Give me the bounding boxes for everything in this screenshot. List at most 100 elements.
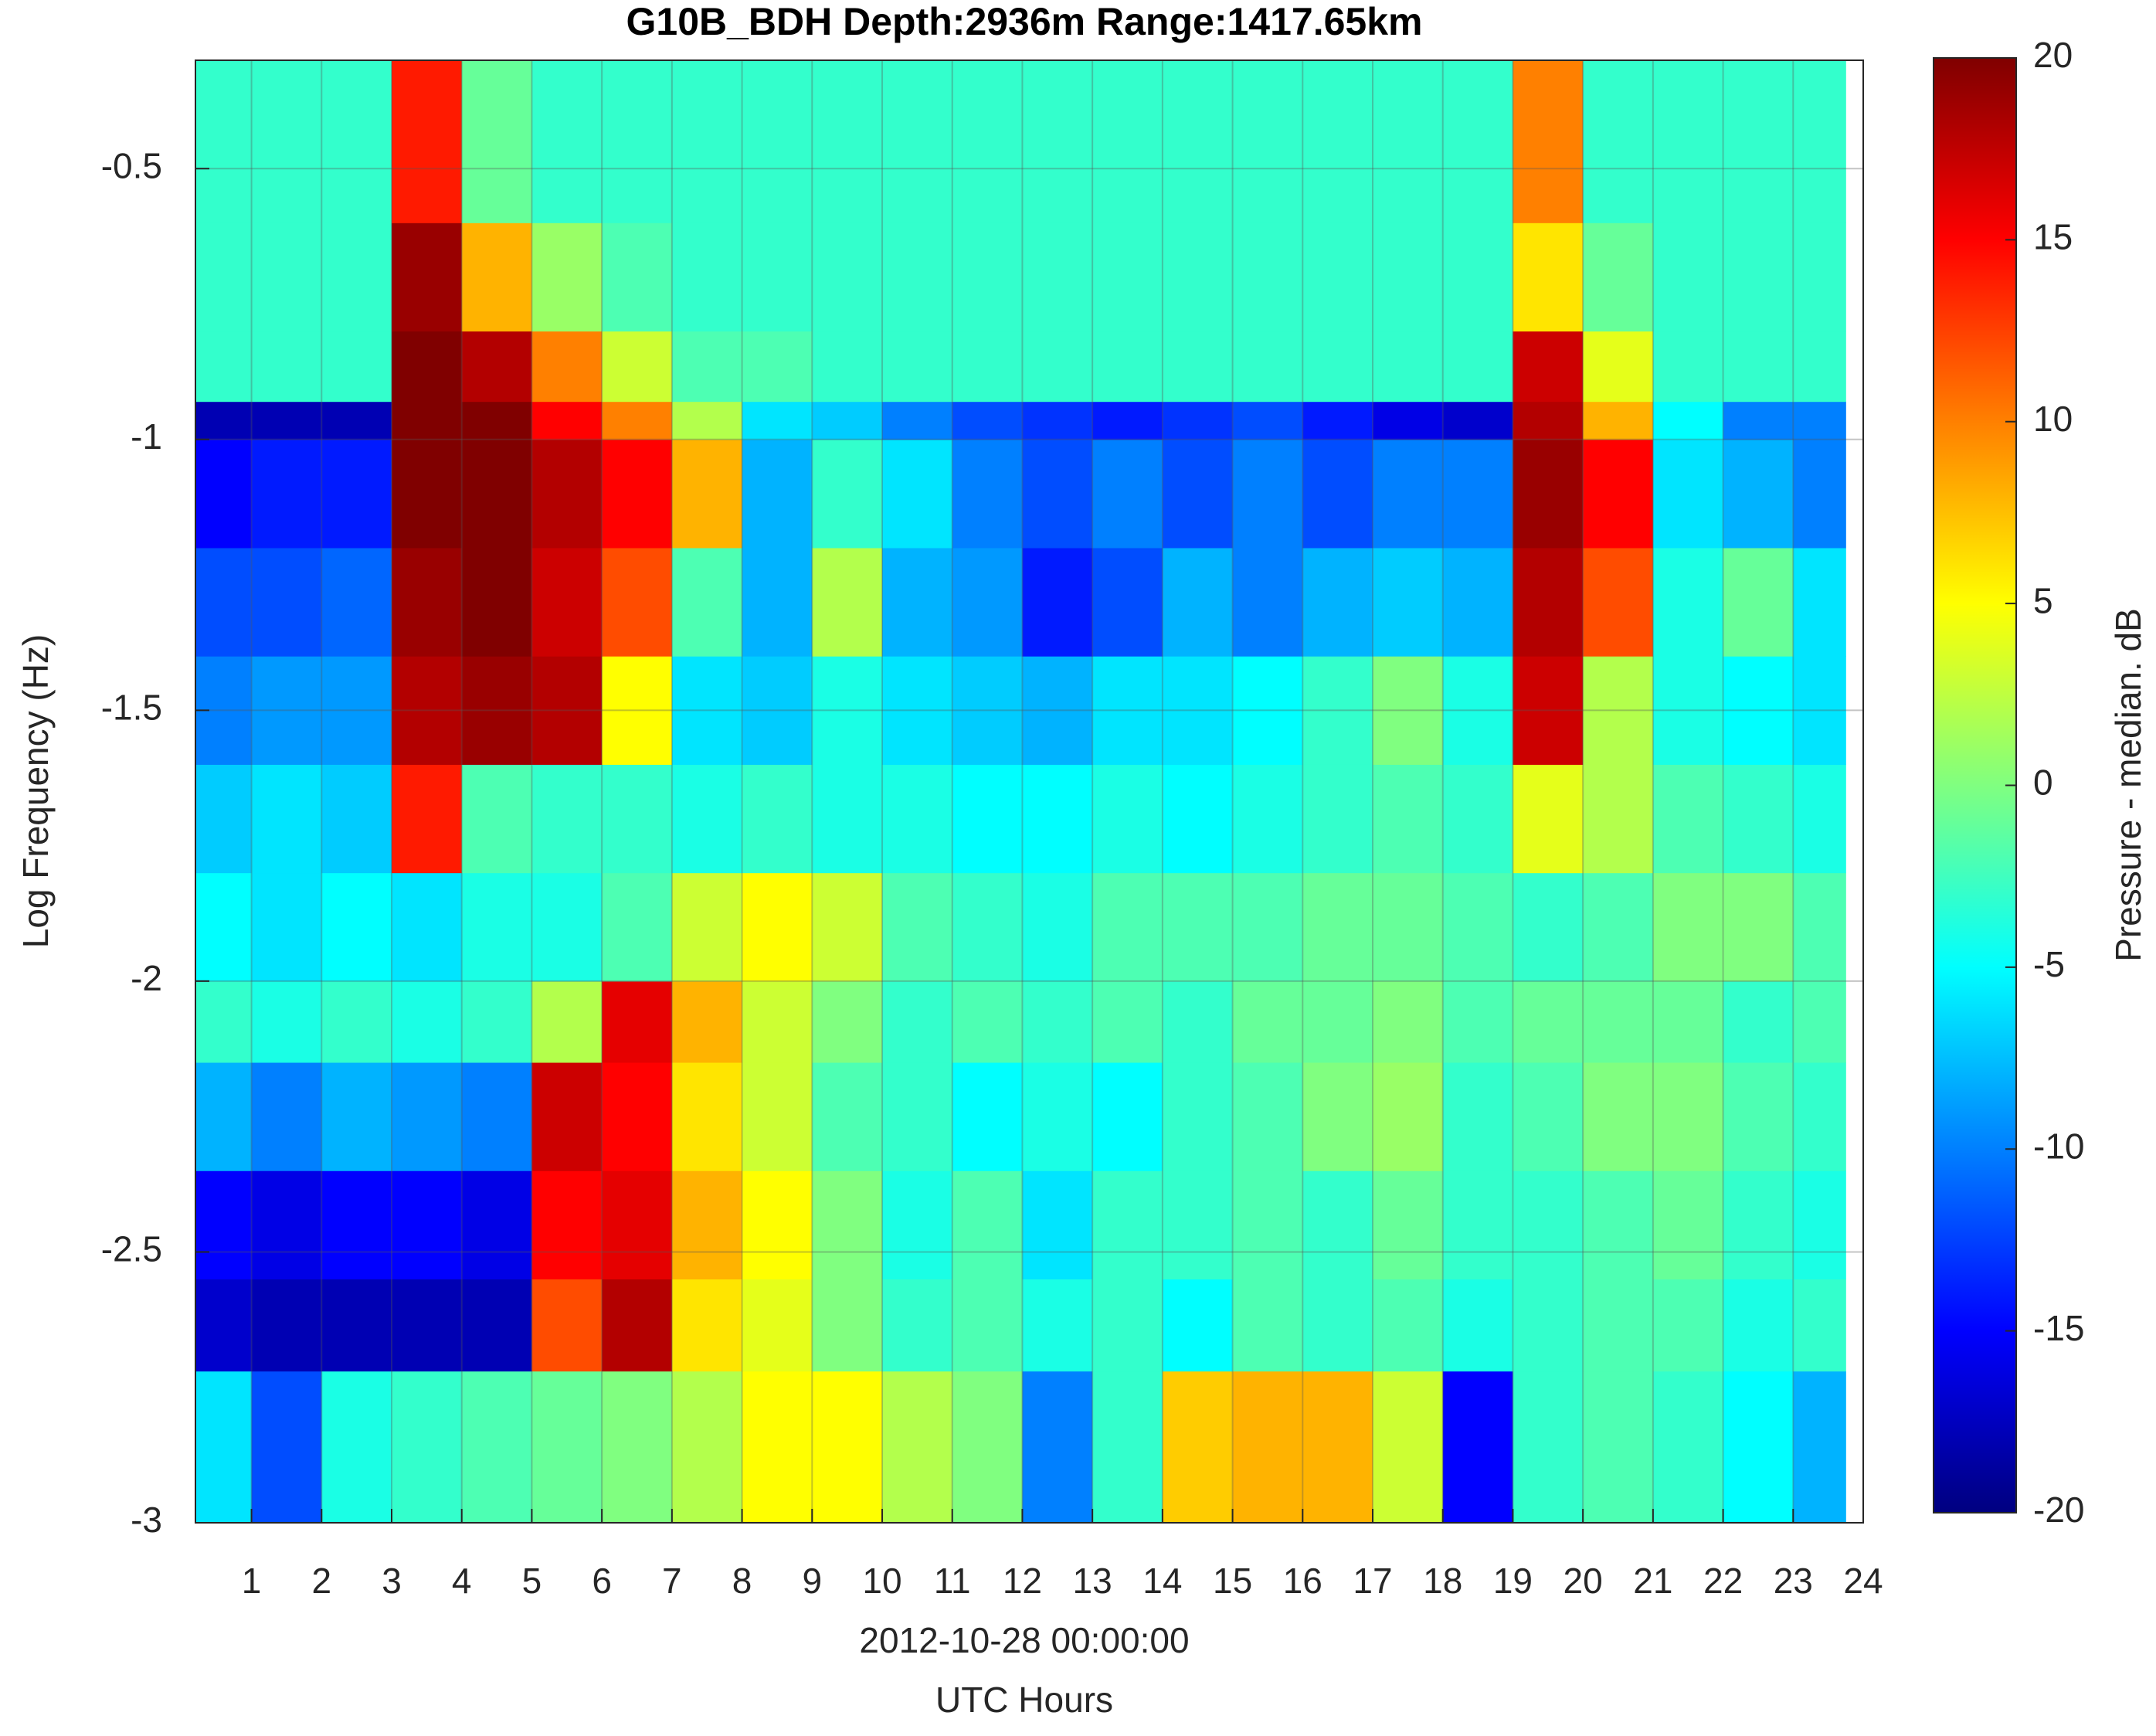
heatmap-cell bbox=[1793, 439, 1846, 549]
heatmap-cell bbox=[1652, 331, 1724, 403]
heatmap-cell bbox=[1442, 60, 1513, 223]
heatmap-cell bbox=[882, 1371, 953, 1524]
heatmap-cell bbox=[251, 401, 322, 440]
heatmap-cell bbox=[1232, 223, 1303, 332]
heatmap-cell bbox=[671, 1062, 743, 1171]
heatmap-cell bbox=[812, 223, 883, 332]
heatmap-cell bbox=[742, 656, 813, 765]
heatmap-cell bbox=[321, 1170, 392, 1279]
heatmap-cell bbox=[952, 1062, 1023, 1171]
heatmap-cell bbox=[1092, 331, 1163, 403]
heatmap-cell bbox=[461, 1062, 532, 1171]
heatmap-cell bbox=[321, 872, 392, 982]
heatmap-cell bbox=[1793, 223, 1846, 332]
heatmap-cell bbox=[602, 1371, 673, 1524]
heatmap-cell bbox=[1373, 980, 1444, 1063]
heatmap-cell bbox=[1793, 980, 1846, 1063]
heatmap-cell bbox=[1583, 60, 1654, 223]
x-tick-label: 20 bbox=[1564, 1561, 1603, 1601]
heatmap-cell bbox=[1092, 223, 1163, 332]
heatmap-cell bbox=[1022, 1279, 1093, 1372]
heatmap-cell bbox=[392, 60, 463, 223]
heatmap-cell bbox=[321, 439, 392, 549]
heatmap-cell bbox=[1513, 764, 1584, 874]
heatmap-cell bbox=[1513, 331, 1584, 403]
heatmap-cell bbox=[392, 1062, 463, 1171]
heatmap-cell bbox=[1513, 872, 1584, 982]
heatmap-cell bbox=[1513, 401, 1584, 440]
heatmap-cell bbox=[742, 223, 813, 332]
heatmap-cell bbox=[742, 1170, 813, 1279]
heatmap-cell bbox=[1162, 656, 1234, 765]
colorbar bbox=[1933, 57, 2017, 1513]
heatmap-cell bbox=[1092, 1062, 1163, 1171]
heatmap-cell bbox=[321, 548, 392, 657]
x-tick-label: 22 bbox=[1703, 1561, 1743, 1601]
heatmap-cell bbox=[1652, 872, 1724, 982]
heatmap-cell bbox=[1652, 1170, 1724, 1279]
heatmap-cell bbox=[1373, 401, 1444, 440]
heatmap-cell bbox=[1583, 223, 1654, 332]
x-tick-label: 3 bbox=[382, 1561, 402, 1601]
heatmap-cell bbox=[321, 223, 392, 332]
heatmap-cell bbox=[952, 60, 1023, 223]
heatmap-cell bbox=[1583, 331, 1654, 403]
heatmap-cell bbox=[392, 223, 463, 332]
heatmap-cell bbox=[952, 1279, 1023, 1372]
heatmap-cell bbox=[195, 401, 253, 440]
heatmap-cell bbox=[812, 1371, 883, 1524]
heatmap-cell bbox=[1302, 1170, 1373, 1279]
heatmap-cell bbox=[195, 764, 253, 874]
heatmap-cell bbox=[1652, 401, 1724, 440]
x-tick-label: 13 bbox=[1073, 1561, 1112, 1601]
heatmap-cell bbox=[1162, 331, 1234, 403]
colorbar-tick-label: -5 bbox=[2033, 944, 2065, 984]
heatmap-cell bbox=[392, 764, 463, 874]
x-tick-label: 1 bbox=[242, 1561, 262, 1601]
heatmap-cell bbox=[1723, 1170, 1794, 1279]
colorbar-tick-label: -10 bbox=[2033, 1126, 2084, 1166]
heatmap-cell bbox=[1022, 656, 1093, 765]
heatmap-cell bbox=[812, 1170, 883, 1279]
heatmap-cell bbox=[882, 439, 953, 549]
heatmap-cell bbox=[671, 764, 743, 874]
heatmap-cell bbox=[952, 872, 1023, 982]
heatmap-cell bbox=[742, 1062, 813, 1171]
heatmap-cell bbox=[1092, 1371, 1163, 1524]
heatmap-cell bbox=[602, 331, 673, 403]
heatmap-cell bbox=[1092, 764, 1163, 874]
heatmap-cell bbox=[321, 656, 392, 765]
heatmap-cell bbox=[882, 764, 953, 874]
heatmap-cell bbox=[461, 60, 532, 223]
heatmap-cell bbox=[1723, 872, 1794, 982]
heatmap-cell bbox=[251, 548, 322, 657]
heatmap-cell bbox=[195, 548, 253, 657]
heatmap-cell bbox=[812, 439, 883, 549]
heatmap-cell bbox=[1513, 656, 1584, 765]
heatmap-cell bbox=[1442, 1170, 1513, 1279]
heatmap-cell bbox=[1583, 1279, 1654, 1372]
heatmap-cell bbox=[1723, 223, 1794, 332]
heatmap-cell bbox=[671, 656, 743, 765]
heatmap-cell bbox=[1723, 548, 1794, 657]
heatmap-cell bbox=[392, 980, 463, 1063]
x-tick-label: 10 bbox=[862, 1561, 901, 1601]
heatmap-cell bbox=[1723, 980, 1794, 1063]
heatmap-cell bbox=[882, 401, 953, 440]
heatmap-cell bbox=[1022, 548, 1093, 657]
heatmap-cell bbox=[461, 656, 532, 765]
heatmap-cell bbox=[1723, 60, 1794, 223]
heatmap-cell bbox=[1302, 764, 1373, 874]
heatmap-cell bbox=[1513, 548, 1584, 657]
heatmap-cell bbox=[1232, 548, 1303, 657]
heatmap-cell bbox=[671, 1371, 743, 1524]
heatmap-cell bbox=[882, 980, 953, 1063]
heatmap-cell bbox=[671, 331, 743, 403]
heatmap-cell bbox=[1302, 439, 1373, 549]
heatmap-cell bbox=[742, 439, 813, 549]
colorbar-tick-label: -15 bbox=[2033, 1308, 2084, 1348]
heatmap-cell bbox=[882, 656, 953, 765]
heatmap-cell bbox=[461, 223, 532, 332]
heatmap-cell bbox=[531, 980, 603, 1063]
heatmap-cell bbox=[1723, 401, 1794, 440]
